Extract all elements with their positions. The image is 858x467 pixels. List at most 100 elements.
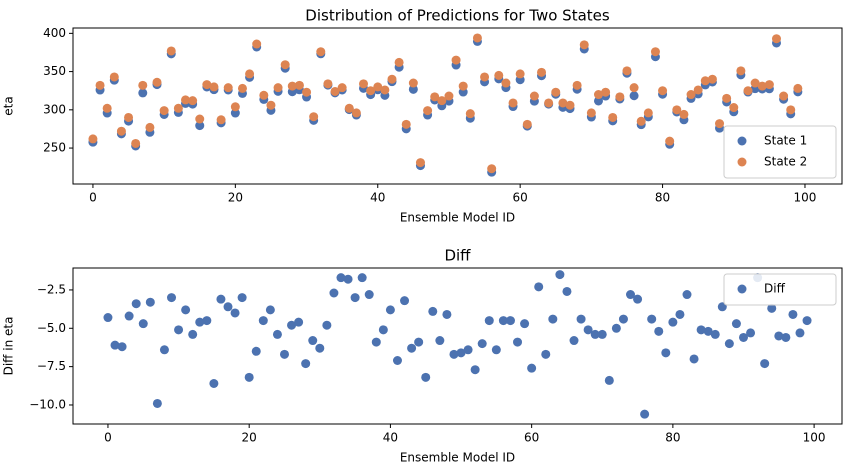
- point: [487, 164, 497, 174]
- point: [738, 332, 748, 342]
- point: [385, 305, 395, 315]
- point: [378, 325, 388, 335]
- point: [223, 83, 233, 93]
- point: [703, 326, 713, 336]
- y-tick-label: 350: [43, 64, 66, 78]
- x-tick-label: 80: [655, 191, 670, 205]
- point: [223, 302, 233, 312]
- point: [498, 316, 508, 326]
- x-tick-label: 40: [383, 431, 398, 445]
- y-axis-label: eta: [2, 96, 16, 115]
- point: [294, 317, 304, 327]
- y-tick-label: 250: [43, 141, 66, 155]
- point: [414, 337, 424, 347]
- point: [686, 90, 696, 100]
- point: [230, 108, 240, 118]
- legend-label: State 1: [764, 134, 807, 148]
- point: [579, 40, 589, 50]
- point: [174, 325, 184, 335]
- point: [668, 317, 678, 327]
- point: [209, 379, 219, 389]
- point: [344, 103, 354, 113]
- point: [472, 33, 482, 43]
- point: [597, 329, 607, 339]
- point: [534, 282, 544, 292]
- point: [786, 105, 796, 115]
- point: [371, 337, 381, 347]
- point: [544, 98, 554, 108]
- point: [707, 74, 717, 84]
- point: [484, 316, 494, 326]
- point: [145, 122, 155, 132]
- point: [551, 87, 561, 97]
- point: [336, 273, 346, 283]
- point: [548, 314, 558, 324]
- point: [565, 100, 575, 110]
- point: [401, 119, 411, 129]
- point: [586, 108, 596, 118]
- point: [515, 69, 525, 79]
- point: [167, 293, 177, 303]
- point: [188, 96, 198, 106]
- point: [259, 90, 269, 100]
- point: [611, 323, 621, 333]
- point: [527, 363, 537, 373]
- point: [301, 359, 311, 369]
- point: [802, 316, 812, 326]
- point: [216, 294, 226, 304]
- point: [124, 311, 134, 321]
- point: [343, 274, 353, 284]
- point: [456, 348, 466, 358]
- x-tick-label: 40: [370, 191, 385, 205]
- point: [138, 80, 148, 90]
- chart-title: Distribution of Predictions for Two Stat…: [305, 7, 610, 25]
- point: [640, 409, 650, 419]
- legend-label: Diff: [764, 282, 786, 296]
- point: [181, 305, 191, 315]
- point: [689, 354, 699, 364]
- point: [788, 309, 798, 319]
- point: [109, 72, 119, 82]
- point: [195, 121, 205, 131]
- x-axis-label: Ensemble Model ID: [400, 211, 515, 225]
- point: [593, 96, 603, 106]
- point: [572, 80, 582, 90]
- point: [529, 91, 539, 101]
- point: [750, 78, 760, 88]
- point: [629, 83, 639, 93]
- point: [357, 273, 367, 283]
- x-tick-label: 0: [89, 191, 97, 205]
- point: [463, 345, 473, 355]
- point: [444, 91, 454, 101]
- point: [477, 339, 487, 349]
- point: [173, 103, 183, 113]
- point: [230, 102, 240, 112]
- y-tick-label: 300: [43, 102, 66, 116]
- x-tick-label: 20: [228, 191, 243, 205]
- point: [272, 329, 282, 339]
- point: [322, 320, 332, 330]
- point: [618, 314, 628, 324]
- point: [244, 372, 254, 382]
- point: [795, 328, 805, 338]
- x-tick-label: 20: [242, 431, 257, 445]
- point: [729, 103, 739, 113]
- point: [258, 316, 268, 326]
- y-tick-label: −7.5: [37, 359, 66, 373]
- point: [480, 72, 490, 82]
- plot-frame: [72, 27, 843, 185]
- point: [767, 303, 777, 313]
- point: [421, 372, 431, 382]
- point: [423, 106, 433, 116]
- point: [245, 69, 255, 79]
- point: [329, 288, 339, 298]
- point: [380, 85, 390, 95]
- y-axis-label: Diff in eta: [2, 317, 16, 376]
- point: [682, 290, 692, 300]
- point: [316, 47, 326, 57]
- point: [722, 93, 732, 103]
- point: [138, 88, 148, 98]
- point: [465, 109, 475, 119]
- point: [764, 80, 774, 90]
- point: [309, 112, 319, 122]
